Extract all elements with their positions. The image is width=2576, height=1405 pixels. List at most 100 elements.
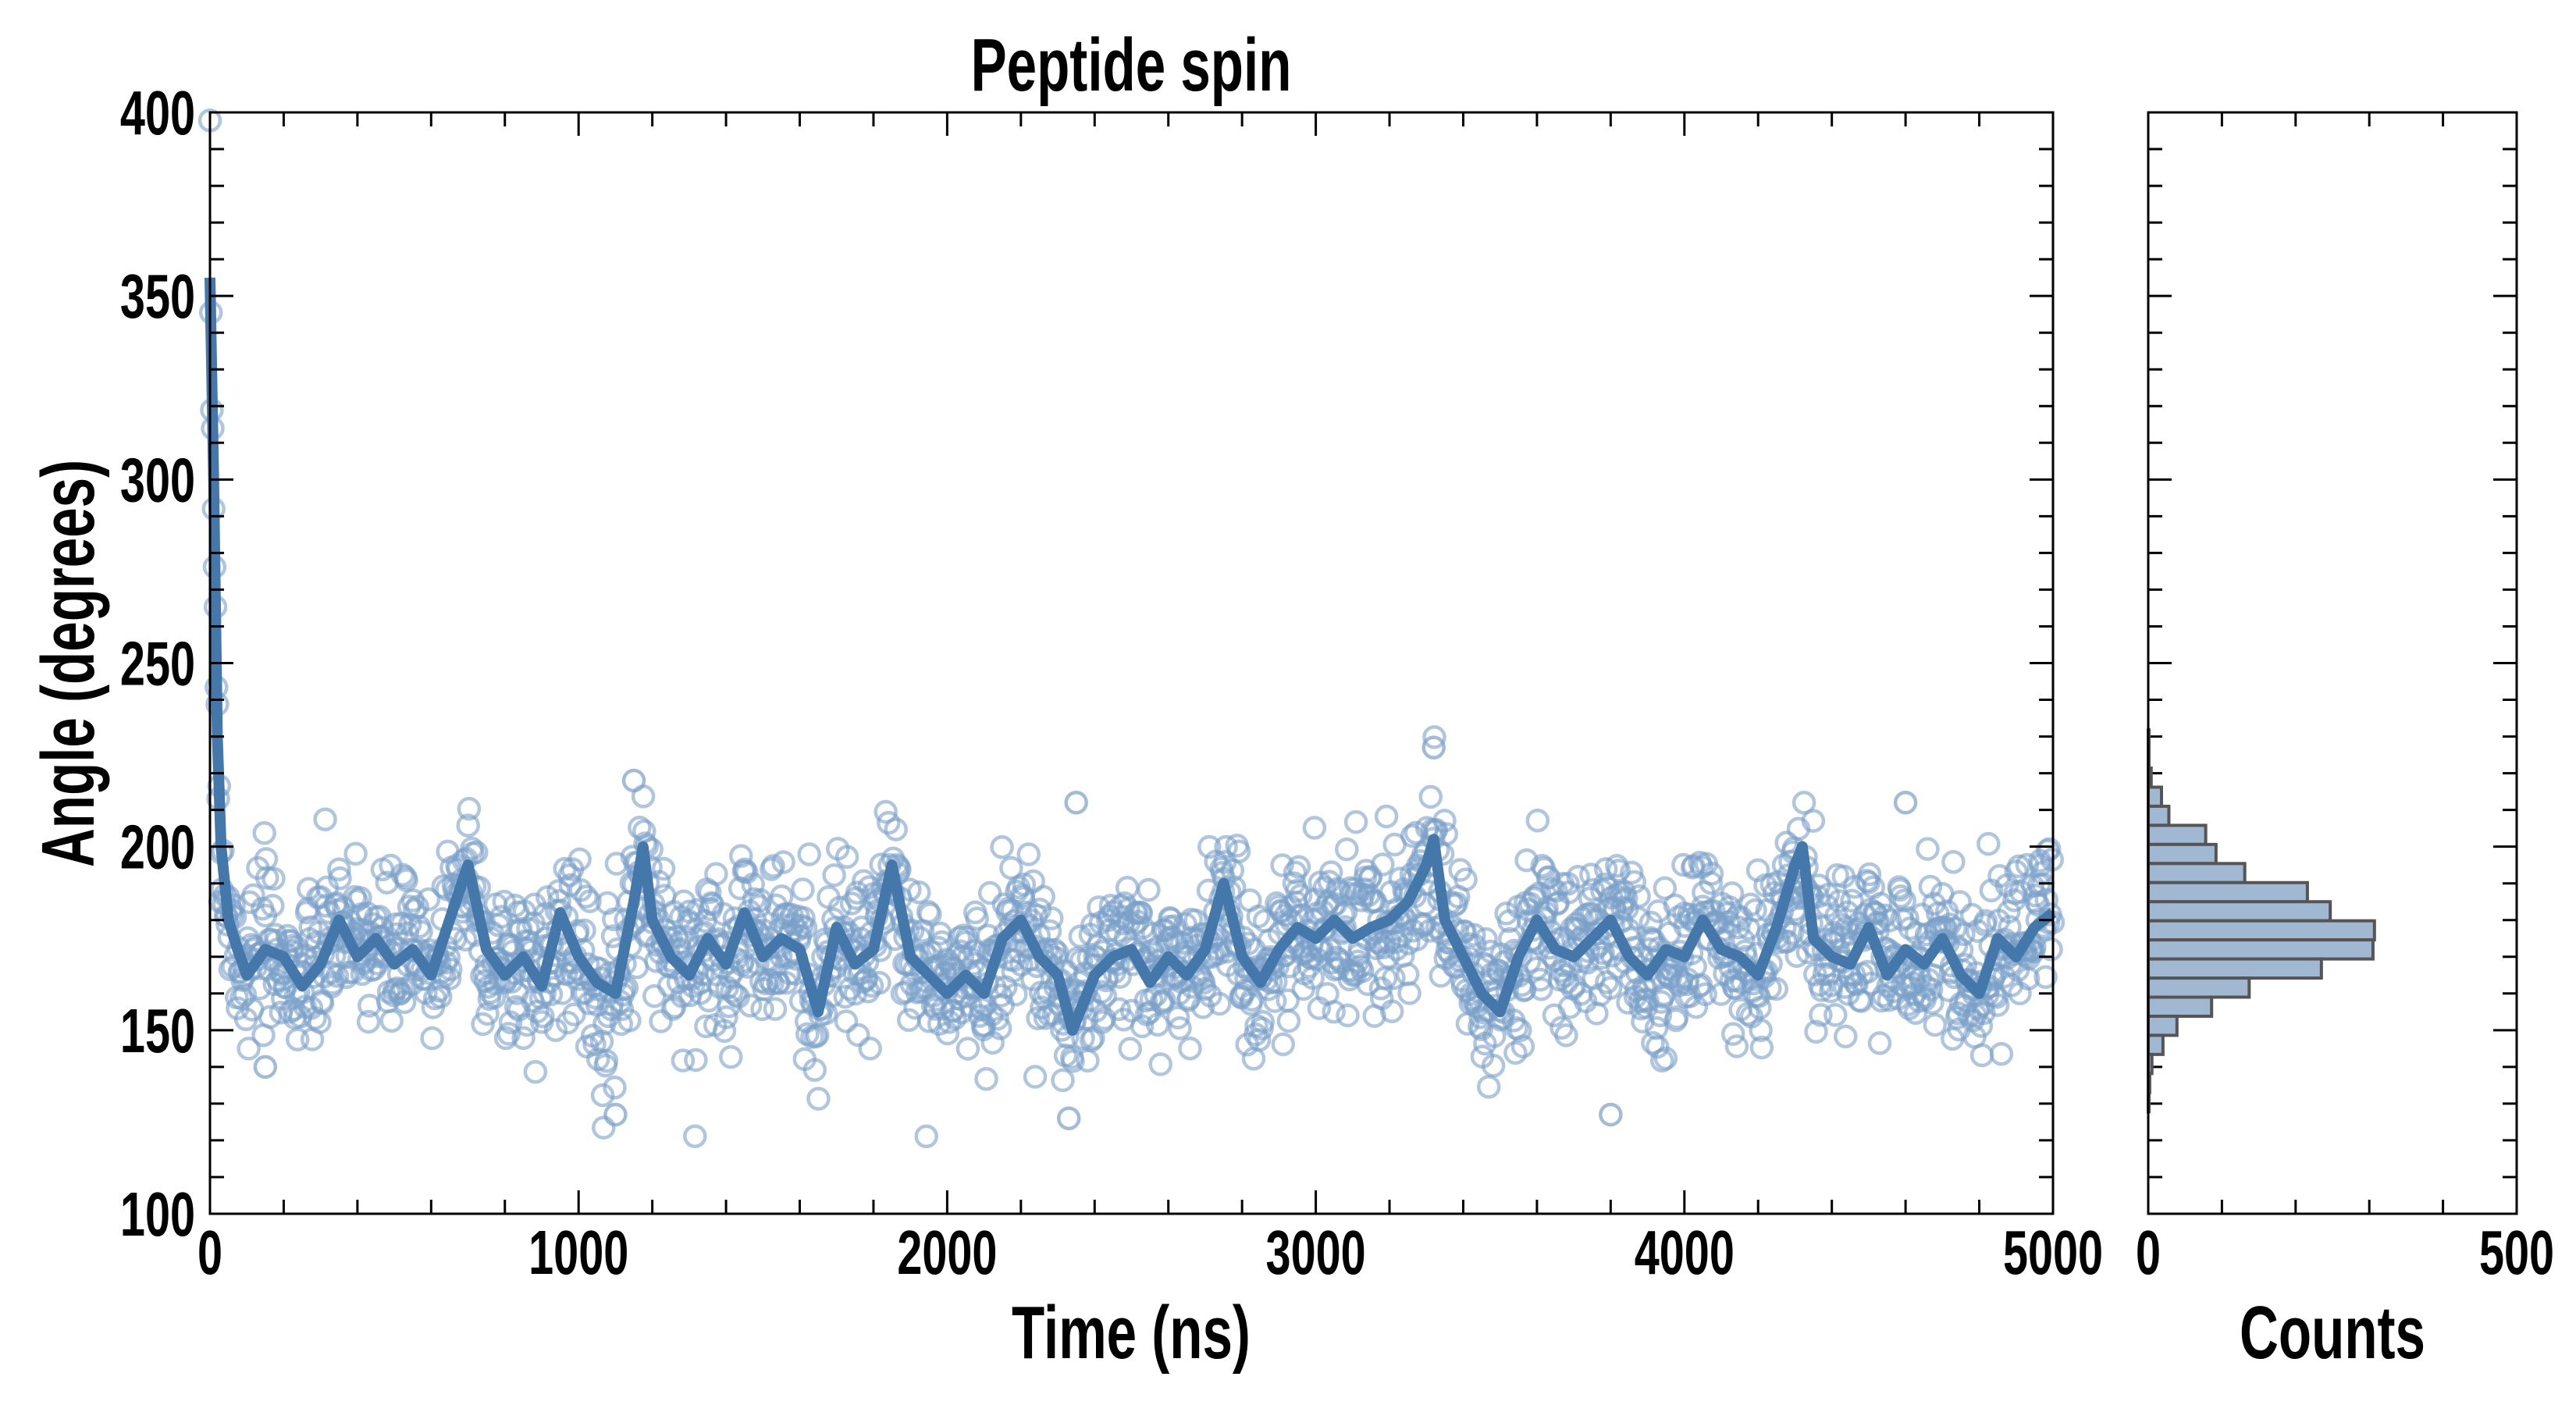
data-point: [1016, 842, 1041, 866]
data-point: [877, 810, 901, 835]
data-point: [1061, 1049, 1085, 1073]
x-tick-label: 1000: [528, 1218, 628, 1288]
outlier-point: [1893, 790, 1918, 815]
data-point: [261, 894, 285, 918]
data-point: [439, 957, 463, 982]
data-point: [1764, 976, 1788, 1001]
histogram-frame: [2147, 111, 2518, 1215]
data-point: [914, 1124, 938, 1149]
data-point: [1801, 809, 1826, 833]
data-point: [1118, 1037, 1142, 1061]
data-point: [1877, 908, 1902, 933]
data-point: [313, 807, 337, 831]
plot-frame: [208, 111, 2055, 1215]
data-point: [1867, 1031, 1892, 1055]
data-point: [1384, 937, 1409, 962]
outlier-point: [1421, 735, 1446, 759]
data-point: [1168, 1016, 1192, 1040]
data-point: [1566, 864, 1590, 889]
data-point: [1840, 888, 1864, 913]
data-point: [523, 1059, 548, 1084]
hist-x-tick-label-group: 0: [2136, 1218, 2161, 1288]
histogram-bar: [2147, 957, 2323, 980]
x-axis-label: Time (ns): [1012, 1290, 1251, 1375]
data-point: [2007, 854, 2031, 879]
data-point: [409, 919, 433, 944]
data-point: [1743, 898, 1767, 923]
data-point: [568, 847, 592, 872]
data-point: [603, 1076, 627, 1100]
data-point: [572, 918, 596, 943]
data-point: [1919, 977, 1944, 1001]
data-point: [1731, 927, 1756, 952]
x-tick-label-group: 2000: [897, 1218, 997, 1288]
data-point: [617, 1008, 642, 1033]
data-point: [714, 1005, 738, 1030]
data-point: [1892, 888, 1917, 913]
data-point: [390, 863, 415, 887]
data-point: [2037, 837, 2062, 862]
data-point: [867, 970, 891, 995]
y-tick-label: 200: [120, 812, 195, 882]
data-point: [356, 1009, 381, 1034]
histogram-bar: [2147, 842, 2218, 866]
data-point: [262, 866, 286, 891]
chart-title: Peptide spin: [971, 23, 1292, 107]
data-point: [496, 1022, 521, 1046]
data-point: [1148, 1052, 1172, 1076]
x-tick-label-group: 5000: [2003, 1218, 2103, 1288]
x-tick-label-group: 3000: [1266, 1218, 1366, 1288]
data-point: [719, 1044, 743, 1069]
data-point: [1749, 1035, 1774, 1060]
outlier-point: [603, 1102, 628, 1127]
data-point: [1374, 804, 1399, 829]
data-point: [1286, 855, 1311, 879]
y-tick-label: 300: [120, 445, 195, 515]
data-point: [420, 1026, 444, 1051]
data-point: [1371, 852, 1395, 877]
data-point: [1397, 981, 1421, 1005]
x-tick-label: 4000: [1635, 1218, 1735, 1288]
data-point: [237, 1037, 261, 1061]
data-point: [1214, 834, 1238, 859]
histogram-bar: [2147, 919, 2376, 942]
data-point: [923, 997, 948, 1021]
data-point: [884, 817, 908, 841]
data-point: [464, 840, 489, 865]
data-point: [1857, 862, 1882, 887]
data-point: [1969, 1043, 1994, 1068]
data-point: [1322, 999, 1346, 1024]
data-point: [965, 906, 989, 931]
data-point: [1508, 1018, 1532, 1043]
data-point: [1031, 884, 1055, 909]
y-tick-label-group: 300: [120, 445, 195, 515]
data-point: [1525, 808, 1550, 833]
data-point: [1873, 903, 1898, 928]
data-point: [1985, 993, 2010, 1017]
data-point: [1622, 870, 1647, 895]
data-point: [1178, 1036, 1202, 1061]
data-point: [1941, 850, 1966, 874]
data-point: [285, 1027, 310, 1051]
data-point: [771, 850, 795, 874]
y-tick-label: 250: [120, 628, 195, 699]
hist-x-tick-label: 0: [2136, 1218, 2161, 1288]
outlier-point: [1599, 1102, 1623, 1127]
data-point: [1510, 1034, 1535, 1058]
data-point: [1976, 831, 2001, 856]
data-point: [325, 964, 350, 988]
data-point: [1302, 816, 1327, 840]
data-point: [1920, 991, 1944, 1015]
data-point: [1998, 915, 2022, 939]
data-point: [1251, 1009, 1276, 1034]
data-point: [1823, 1003, 1848, 1027]
data-point: [1888, 884, 1913, 909]
data-point: [1285, 878, 1309, 903]
data-point: [1137, 877, 1161, 902]
data-point: [1842, 874, 1867, 899]
data-point: [1476, 1075, 1501, 1099]
x-tick-label: 2000: [897, 1218, 997, 1288]
data-point: [1748, 995, 1772, 1020]
data-point: [1726, 915, 1751, 940]
